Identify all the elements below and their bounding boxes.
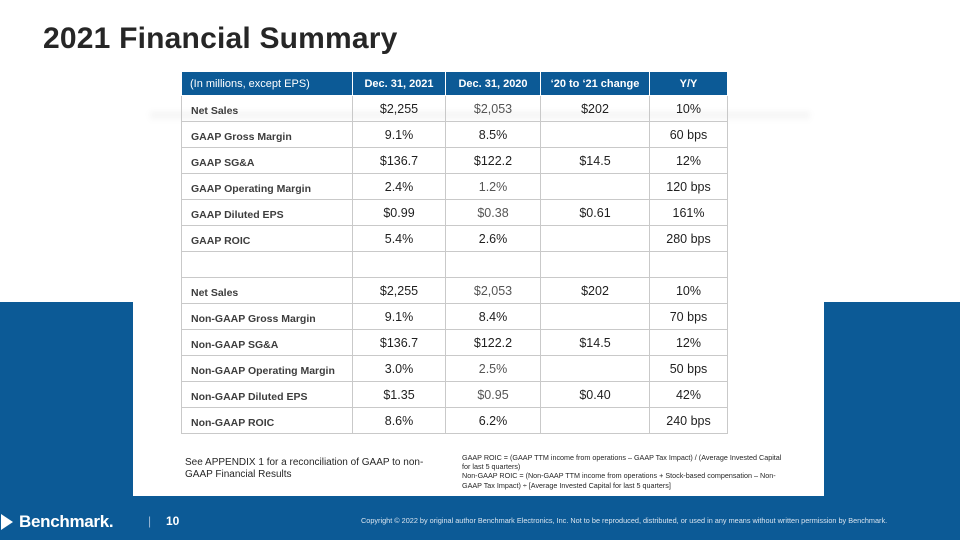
cell-value: $14.5 — [540, 329, 650, 356]
cell-value — [540, 121, 650, 148]
header-yoy: Y/Y — [649, 71, 728, 96]
table-row: GAAP Gross Margin 9.1% 8.5% 60 bps — [181, 121, 728, 148]
gaap-roic-definition: GAAP ROIC = (GAAP TTM income from operat… — [462, 453, 782, 472]
cell-value — [540, 355, 650, 382]
table-row: Net Sales $2,255 $2,053 $202 10% — [181, 277, 728, 304]
row-label: Non-GAAP Gross Margin — [181, 303, 353, 330]
empty-cell — [181, 251, 353, 278]
logo-arrow-icon — [1, 514, 13, 530]
table-spacer-row — [181, 251, 728, 278]
empty-cell — [352, 251, 446, 278]
roic-definitions: GAAP ROIC = (GAAP TTM income from operat… — [462, 453, 782, 490]
cell-value: $122.2 — [445, 147, 541, 174]
benchmark-logo: Benchmark. — [1, 511, 114, 533]
cell-value: 2.4% — [352, 173, 446, 200]
appendix-note: See APPENDIX 1 for a reconciliation of G… — [185, 457, 424, 480]
table-row: Non-GAAP Gross Margin 9.1% 8.4% 70 bps — [181, 303, 728, 330]
cell-value: 1.2% — [445, 173, 541, 200]
non-gaap-roic-definition: Non-GAAP ROIC = (Non-GAAP TTM income fro… — [462, 471, 776, 490]
cell-value: $0.40 — [540, 381, 650, 408]
row-label: Net Sales — [181, 95, 353, 122]
cell-value: $2,255 — [352, 95, 446, 122]
header-dec-2021: Dec. 31, 2021 — [352, 71, 446, 96]
table-row: Non-GAAP SG&A $136.7 $122.2 $14.5 12% — [181, 329, 728, 356]
cell-value: 161% — [649, 199, 728, 226]
logo-wordmark: Benchmark — [19, 512, 109, 531]
row-label: Net Sales — [181, 277, 353, 304]
row-label: GAAP Operating Margin — [181, 173, 353, 200]
cell-value: 12% — [649, 329, 728, 356]
cell-value: $202 — [540, 95, 650, 122]
header-dec-2020: Dec. 31, 2020 — [445, 71, 541, 96]
cell-value: 70 bps — [649, 303, 728, 330]
cell-value: $1.35 — [352, 381, 446, 408]
cell-value: $202 — [540, 277, 650, 304]
cell-value: $0.95 — [445, 381, 541, 408]
cell-value: $0.99 — [352, 199, 446, 226]
financial-summary-table: (In millions, except EPS) Dec. 31, 2021 … — [181, 71, 728, 434]
table-row: GAAP SG&A $136.7 $122.2 $14.5 12% — [181, 147, 728, 174]
cell-value: 9.1% — [352, 121, 446, 148]
cell-value: 9.1% — [352, 303, 446, 330]
row-label: Non-GAAP ROIC — [181, 407, 353, 434]
copyright-notice: Copyright © 2022 by original author Benc… — [361, 516, 888, 525]
empty-cell — [540, 251, 650, 278]
table-row: Net Sales $2,255 $2,053 $202 10% — [181, 95, 728, 122]
cell-value: 8.5% — [445, 121, 541, 148]
cell-value — [540, 407, 650, 434]
header-units: (In millions, except EPS) — [181, 71, 353, 96]
cell-value: $0.38 — [445, 199, 541, 226]
row-label: Non-GAAP Diluted EPS — [181, 381, 353, 408]
cell-value: 12% — [649, 147, 728, 174]
table-header-row: (In millions, except EPS) Dec. 31, 2021 … — [181, 71, 728, 96]
empty-cell — [445, 251, 541, 278]
slide-title: 2021 Financial Summary — [43, 22, 398, 55]
cell-value: $14.5 — [540, 147, 650, 174]
cell-value: $136.7 — [352, 147, 446, 174]
page-number: 10 — [166, 514, 180, 528]
table-row: GAAP ROIC 5.4% 2.6% 280 bps — [181, 225, 728, 252]
header-change: ‘20 to ‘21 change — [540, 71, 650, 96]
cell-value: 2.6% — [445, 225, 541, 252]
logo-dot: . — [108, 512, 114, 531]
cell-value: 8.4% — [445, 303, 541, 330]
cell-value: $2,255 — [352, 277, 446, 304]
table-row: Non-GAAP ROIC 8.6% 6.2% 240 bps — [181, 407, 728, 434]
cell-value: 6.2% — [445, 407, 541, 434]
row-label: GAAP Gross Margin — [181, 121, 353, 148]
cell-value: 10% — [649, 277, 728, 304]
cell-value: 10% — [649, 95, 728, 122]
cell-value: 42% — [649, 381, 728, 408]
table-row: GAAP Diluted EPS $0.99 $0.38 $0.61 161% — [181, 199, 728, 226]
cell-value: 3.0% — [352, 355, 446, 382]
cell-value: 280 bps — [649, 225, 728, 252]
cell-value — [540, 303, 650, 330]
cell-value: 120 bps — [649, 173, 728, 200]
row-label: GAAP Diluted EPS — [181, 199, 353, 226]
cell-value: 240 bps — [649, 407, 728, 434]
cell-value: $2,053 — [445, 95, 541, 122]
cell-value — [540, 173, 650, 200]
empty-cell — [649, 251, 728, 278]
cell-value: 60 bps — [649, 121, 728, 148]
cell-value: $122.2 — [445, 329, 541, 356]
cell-value: $2,053 — [445, 277, 541, 304]
cell-value: $0.61 — [540, 199, 650, 226]
table-row: Non-GAAP Operating Margin 3.0% 2.5% 50 b… — [181, 355, 728, 382]
cell-value: 5.4% — [352, 225, 446, 252]
cell-value — [540, 225, 650, 252]
cell-value: 2.5% — [445, 355, 541, 382]
row-label: GAAP ROIC — [181, 225, 353, 252]
row-label: Non-GAAP SG&A — [181, 329, 353, 356]
footer-separator: | — [148, 514, 152, 528]
row-label: GAAP SG&A — [181, 147, 353, 174]
cell-value: 50 bps — [649, 355, 728, 382]
table-row: Non-GAAP Diluted EPS $1.35 $0.95 $0.40 4… — [181, 381, 728, 408]
cell-value: 8.6% — [352, 407, 446, 434]
cell-value: $136.7 — [352, 329, 446, 356]
row-label: Non-GAAP Operating Margin — [181, 355, 353, 382]
table-row: GAAP Operating Margin 2.4% 1.2% 120 bps — [181, 173, 728, 200]
